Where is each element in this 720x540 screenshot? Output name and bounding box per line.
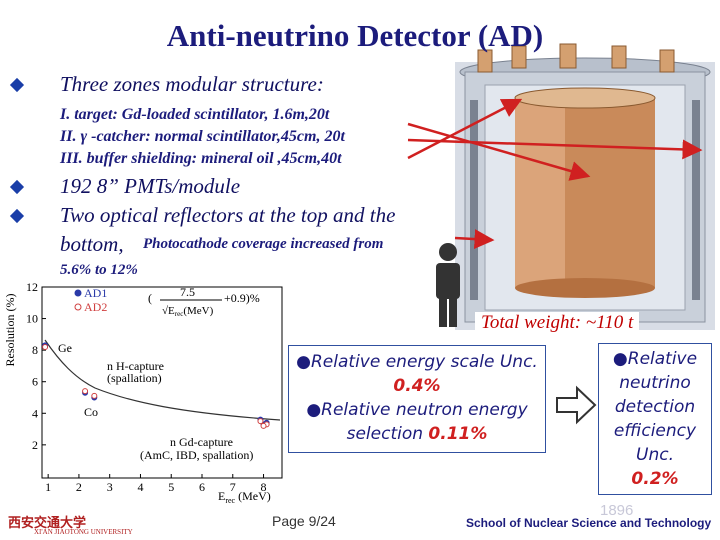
energy-box: ●Relative energy scale Unc. 0.4% ●Relati… [288,345,546,453]
x-tick-label: 3 [107,480,113,494]
plot-frame [41,286,283,479]
x-tick-label: 8 [261,480,267,494]
note: 5.6% to 12% [60,262,138,278]
x-label-unit: (MeV) [235,489,271,503]
y-tick-label: 2 [32,438,38,452]
box-text: ●Relative neutrino detection efficiency … [612,349,698,465]
data-point [260,422,267,429]
box-value: 0.4% [393,376,441,396]
y-tick-label: 8 [32,343,38,357]
x-label-main: E [218,489,225,503]
x-tick-label: 7 [230,480,236,494]
legend-label: AD2 [84,300,107,314]
data-point [91,392,98,399]
bullet: bottom, [60,232,124,256]
annotation: n Gd-capture [170,435,233,449]
y-tick-label: 6 [32,375,38,389]
y-axis-label: Resolution (%) [3,294,17,367]
formula-den-unit: (MeV) [183,305,213,317]
zone: I. target: Gd-loaded scintillator, 1.6m,… [60,106,330,123]
formula-denominator: √Erec(MeV) [162,305,214,318]
box-text: ●Relative energy scale Unc. [296,352,538,372]
fit-curve [44,339,281,421]
zone: II. γ -catcher: normal scintillator,45cm… [60,128,345,145]
plot: Resolution (%) Erec (MeV) ( 7.5 √Erec(Me… [3,280,283,505]
annotation: n H-capture [107,359,164,373]
box-text: ●Relative neutron energy selection [306,400,528,444]
detector [455,43,715,330]
title: Anti-neutrino Detector (AD) [166,18,544,53]
formula-numerator: 7.5 [180,285,195,299]
formula: ( 7.5 √Erec(MeV) +0.9)% [148,285,260,318]
formula-tail: +0.9)% [224,291,260,305]
legend-marker [74,303,82,311]
x-tick-label: 6 [199,480,205,494]
arrow-icon [556,385,597,425]
efficiency-box: ●Relative neutrino detection efficiency … [598,343,712,495]
school: School of Nuclear Science and Technology [466,516,712,530]
legend-marker [74,289,82,297]
formula-den-sub: rec [175,310,184,318]
x-axis-label: Erec (MeV) [218,489,271,505]
annotation: Co [84,405,98,419]
x-tick-label: 4 [137,480,143,494]
total-weight: Total weight: ~110 t [475,312,640,334]
formula-den-main: E [168,305,175,317]
university-en: XI'AN JIAOTONG UNIVERSITY [34,528,133,536]
bullet: Two optical reflectors at the top and th… [60,203,396,227]
x-tick-label: 2 [76,480,82,494]
zone: III. buffer shielding: mineral oil ,45cm… [60,150,342,167]
x-tick-label: 1 [45,480,51,494]
annotation: (spallation) [107,371,162,385]
formula-open: ( [148,291,152,305]
x-label-sub: rec [225,496,235,505]
bullet: Three zones modular structure: [60,72,324,96]
annotations: Ge n H-capture (spallation) Co n Gd-capt… [58,341,253,462]
box-value: 0.11% [428,424,488,444]
data-point [257,418,264,425]
box-value: 0.2% [631,469,679,489]
annotation: (AmC, IBD, spallation) [140,448,253,462]
page-number: Page 9/24 [272,513,336,529]
person-icon [436,243,460,327]
year: 1896 [600,502,634,519]
bullet: 192 8” PMTs/module [60,174,241,198]
university-cn: 西安交通大学 [8,515,87,530]
y-tick-label: 10 [26,312,38,326]
x-tick-label: 5 [168,480,174,494]
y-tick-label: 12 [26,280,38,294]
y-tick-label: 4 [32,406,38,420]
data-point [42,343,49,350]
data-point [82,388,89,395]
annotation: Ge [58,341,72,355]
note: Photocathode coverage increased from [143,236,384,252]
legend-label: AD1 [84,286,107,300]
arrows [407,98,703,250]
